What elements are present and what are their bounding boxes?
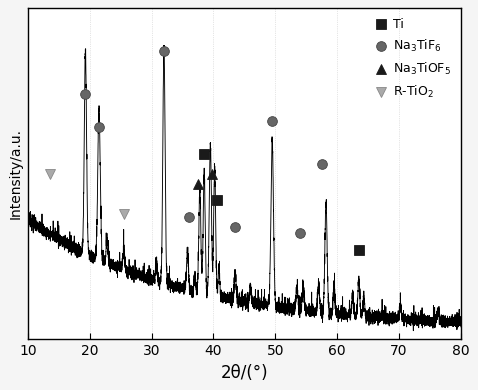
Legend: Ti, Na$_3$TiF$_6$, Na$_3$TiOF$_5$, R-TiO$_2$: Ti, Na$_3$TiF$_6$, Na$_3$TiOF$_5$, R-TiO… <box>371 14 455 104</box>
Y-axis label: Intensity/a.u.: Intensity/a.u. <box>8 128 22 219</box>
X-axis label: 2θ/(°): 2θ/(°) <box>220 363 268 382</box>
